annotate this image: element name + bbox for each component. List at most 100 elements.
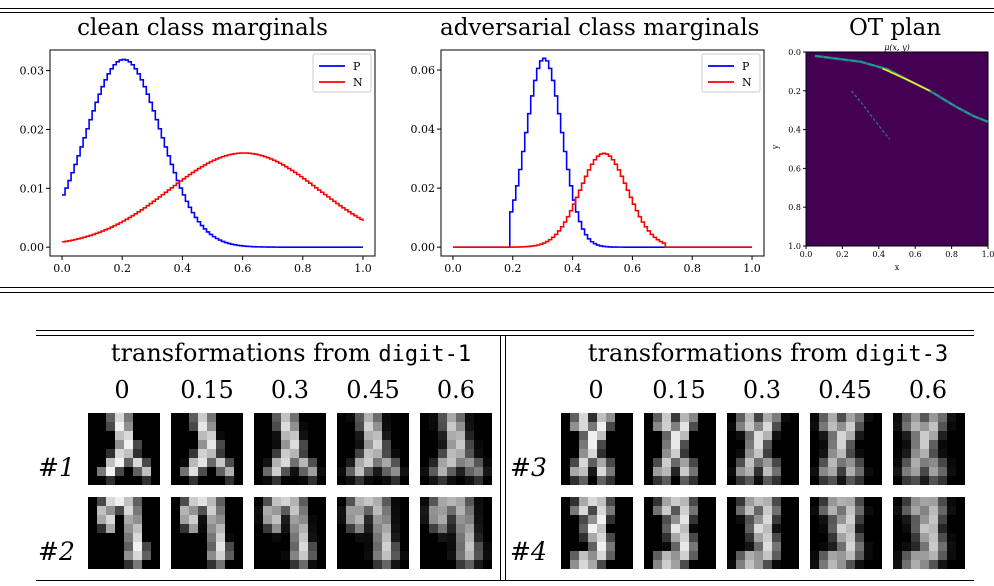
x-tick-label: 0.8 <box>945 250 958 259</box>
x-tick-label: 0.0 <box>444 262 462 275</box>
right-header-text: transformations from <box>587 339 856 367</box>
x-tick-label: 0.0 <box>53 262 71 275</box>
left-level-3: 0.45 <box>346 376 400 404</box>
digit-image-row1-col1 <box>88 413 160 485</box>
transport-path-secondary <box>850 90 891 140</box>
x-tick-label: 0.8 <box>294 262 312 275</box>
table-divider-2 <box>505 336 506 580</box>
legend-label-N: N <box>742 76 752 89</box>
right-level-2: 0.3 <box>742 376 782 404</box>
y-tick-label: 0.04 <box>411 123 436 136</box>
digit-image-row1-col2 <box>171 413 243 485</box>
digit-image-row2-col5 <box>420 497 492 569</box>
digit-image-row4-col1 <box>561 497 633 569</box>
adversarial-marginals-chart: 0.0 0.2 0.4 0.6 0.8 1.0 0.00 0.02 0.04 0.06 PN <box>411 49 765 275</box>
digit-image-row4-col3 <box>727 497 799 569</box>
row-label-1: #1 <box>38 453 75 482</box>
top-rule <box>0 8 994 9</box>
digit-image-row3-col4 <box>810 413 882 485</box>
digit-image-row1-col3 <box>254 413 326 485</box>
series-line-N <box>62 152 364 243</box>
mid-rule <box>0 287 994 288</box>
row-label-4: #4 <box>510 537 547 566</box>
right-level-0: 0 <box>588 376 604 404</box>
digit-image-row1-col5 <box>420 413 492 485</box>
left-table-header: transformations from digit-1 <box>96 339 486 367</box>
right-level-3: 0.45 <box>818 376 872 404</box>
y-tick-label: 0.0 <box>788 48 801 57</box>
x-tick-label: 0.4 <box>174 262 192 275</box>
x-tick-label: 1.0 <box>354 262 372 275</box>
plot-frame <box>440 49 765 257</box>
table-top-rule <box>36 330 974 331</box>
ot-chart-title: OT plan <box>848 15 942 41</box>
digit-image-row3-col5 <box>893 413 965 485</box>
left-header-text: transformations from <box>110 339 379 367</box>
right-level-4: 0.6 <box>908 376 948 404</box>
left-header-digit: digit-1 <box>378 342 472 367</box>
y-tick-label: 0.4 <box>788 126 801 135</box>
transport-path-peak <box>882 67 931 92</box>
y-tick-label: 0.2 <box>788 87 801 96</box>
plot-frame <box>49 49 376 257</box>
table-top-rule-2 <box>36 335 974 336</box>
adversarial-chart-title: adversarial class marginals <box>440 15 760 41</box>
x-tick-label: 1.0 <box>982 250 994 259</box>
y-tick-label: 0.8 <box>788 203 801 212</box>
ot-subtitle: μ(x, y) <box>884 44 910 52</box>
x-tick-label: 0.2 <box>504 262 522 275</box>
digit-image-row4-col4 <box>810 497 882 569</box>
x-tick-label: 1.0 <box>743 262 761 275</box>
y-tick-label: 0.6 <box>788 164 801 173</box>
table-bottom-rule <box>36 580 974 581</box>
x-tick-label: 0.6 <box>234 262 252 275</box>
legend-label-N: N <box>353 76 363 89</box>
x-tick-label: 0.2 <box>113 262 131 275</box>
x-tick-label: 0.8 <box>683 262 701 275</box>
clean-chart-title: clean class marginals <box>77 15 328 41</box>
digit-image-row2-col4 <box>337 497 409 569</box>
x-tick-label: 0.0 <box>800 250 813 259</box>
digit-image-row4-col2 <box>644 497 716 569</box>
digit-image-row1-col4 <box>337 413 409 485</box>
digit-image-row3-col3 <box>727 413 799 485</box>
mid-rule-2 <box>0 292 994 293</box>
y-tick-label: 0.06 <box>411 64 436 77</box>
left-level-4: 0.6 <box>436 376 476 404</box>
y-axis-label: y <box>771 144 780 150</box>
legend-label-P: P <box>353 60 361 73</box>
ot-plan-heatmap: μ(x, y)0.0 0.2 0.4 0.6 0.8 1.00.00.20.40.60.8… <box>771 44 994 272</box>
y-tick-label: 0.01 <box>20 182 45 195</box>
y-tick-label: 1.0 <box>788 242 801 251</box>
top-rule-2 <box>0 12 994 13</box>
digit-image-row2-col1 <box>88 497 160 569</box>
left-level-2: 0.3 <box>270 376 310 404</box>
x-tick-label: 0.4 <box>872 250 885 259</box>
series-line-P <box>62 58 363 248</box>
right-header-digit: digit-3 <box>855 342 949 367</box>
x-tick-label: 0.6 <box>909 250 922 259</box>
x-tick-label: 0.6 <box>624 262 642 275</box>
left-level-0: 0 <box>114 376 130 404</box>
right-table-header: transformations from digit-3 <box>573 339 963 367</box>
y-tick-label: 0.00 <box>411 241 436 254</box>
legend-label-P: P <box>742 60 750 73</box>
digit-image-row2-col2 <box>171 497 243 569</box>
left-level-1: 0.15 <box>180 376 234 404</box>
digit-image-row2-col3 <box>254 497 326 569</box>
x-tick-label: 0.4 <box>564 262 582 275</box>
row-label-2: #2 <box>38 537 75 566</box>
table-divider <box>500 336 501 580</box>
digit-image-row3-col2 <box>644 413 716 485</box>
y-tick-label: 0.00 <box>20 241 45 254</box>
x-tick-label: 0.2 <box>836 250 849 259</box>
y-tick-label: 0.02 <box>411 182 436 195</box>
clean-marginals-chart: 0.0 0.2 0.4 0.6 0.8 1.0 0.00 0.01 0.02 0.03 PN <box>20 49 376 275</box>
heatmap-background <box>805 51 989 247</box>
x-axis-label: x <box>895 263 900 272</box>
series-line-N <box>452 152 753 248</box>
y-tick-label: 0.02 <box>20 123 45 136</box>
row-label-3: #3 <box>510 453 547 482</box>
right-level-1: 0.15 <box>652 376 706 404</box>
digit-image-row3-col1 <box>561 413 633 485</box>
